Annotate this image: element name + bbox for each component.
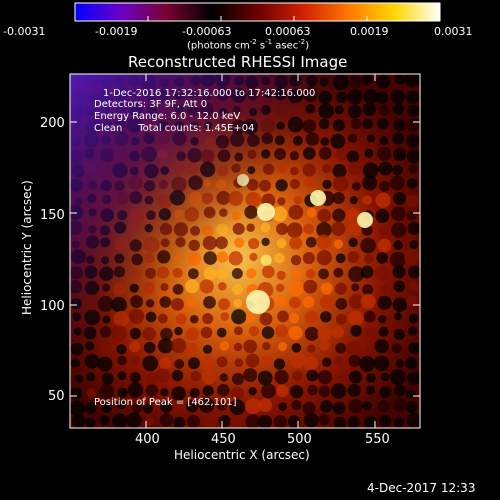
info-energy-range: Energy Range: 6.0 - 12.0 keV <box>94 111 241 122</box>
peak-position: Position of Peak = [462,101] <box>94 397 237 408</box>
info-detectors: Detectors: 3F 9F, Att 0 <box>94 99 208 110</box>
y-tick-150: 150 <box>40 208 65 223</box>
units-sup2: -1 <box>265 38 273 46</box>
axis-ticks <box>70 74 420 428</box>
units-end: asec <box>272 40 299 52</box>
units-main: (photons cm <box>187 40 250 52</box>
plot-title: Reconstructed RHESSI Image <box>128 53 348 71</box>
y-tick-200: 200 <box>40 116 65 131</box>
y-tick-100: 100 <box>40 299 65 314</box>
colorbar-ticks <box>74 16 441 21</box>
y-tick-50: 50 <box>48 389 65 404</box>
y-axis-label: Heliocentric Y (arcsec) <box>20 180 34 315</box>
plot-frame <box>69 73 421 429</box>
colorbar-tick-2: -0.0019 <box>95 25 138 38</box>
colorbar-tick-3: -0.00063 <box>182 25 232 38</box>
units-sup3: -2 <box>298 38 306 46</box>
image-area <box>70 74 420 428</box>
colorbar-tick-4: 0.00063 <box>265 25 311 38</box>
footer-timestamp: 4-Dec-2017 12:33 <box>367 481 476 495</box>
colorbar-units: (photons cm-2 s-1 asec-2) <box>187 38 309 51</box>
x-tick-550: 550 <box>365 432 390 447</box>
units-close: ) <box>305 40 310 52</box>
x-tick-500: 500 <box>287 432 312 447</box>
info-time-range: 1-Dec-2016 17:32:16.000 to 17:42:16.000 <box>103 88 316 99</box>
colorbar-tick-5: 0.0019 <box>350 25 389 38</box>
x-tick-450: 450 <box>211 432 236 447</box>
colorbar-tick-6: 0.0031 <box>434 25 473 38</box>
x-axis-label: Heliocentric X (arcsec) <box>174 448 310 462</box>
colorbar-tick-1: -0.0031 <box>3 25 46 38</box>
units-sup1: -2 <box>249 38 257 46</box>
colorbar <box>74 2 441 22</box>
x-tick-400: 400 <box>135 432 160 447</box>
image-corner-shade <box>70 74 420 428</box>
units-mid: s <box>256 40 266 52</box>
info-clean-counts: Clean Total counts: 1.45E+04 <box>94 123 255 134</box>
